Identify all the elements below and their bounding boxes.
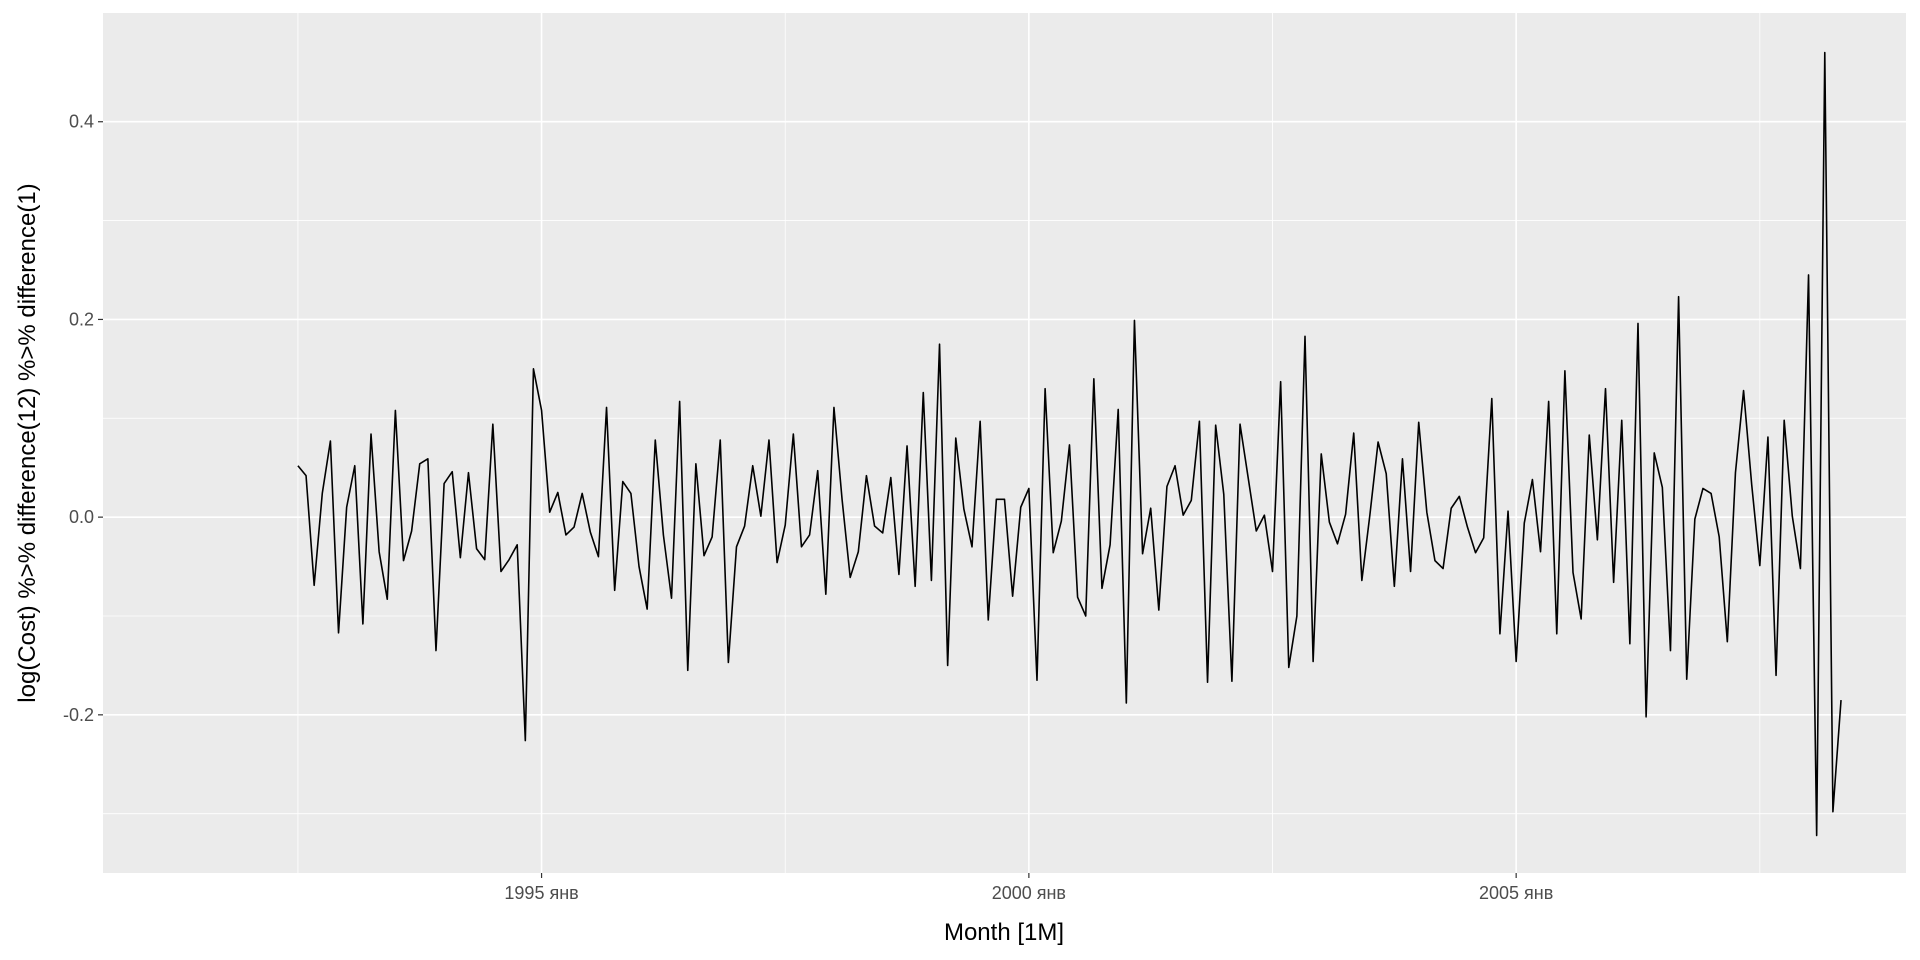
x-axis-title: Month [1M]: [944, 919, 1064, 946]
x-tick-label: 1995 янв: [504, 883, 578, 903]
y-tick-label: -0.2: [63, 705, 94, 725]
minor-gridlines: [103, 13, 1906, 873]
y-axis-title: log(Cost) %>% difference(12) %>% differe…: [14, 183, 41, 702]
x-tick-label: 2005 янв: [1479, 883, 1553, 903]
y-tick-label: 0.0: [69, 507, 94, 527]
series-line: [297, 51, 1842, 837]
x-tick-label: 2000 янв: [992, 883, 1066, 903]
series-layer: [297, 51, 1842, 837]
y-tick-label: 0.4: [69, 112, 94, 132]
x-axis: 1995 янв 2000 янв 2005 янв: [504, 873, 1553, 903]
plot-panel: [103, 13, 1906, 873]
major-gridlines: [103, 13, 1906, 873]
y-tick-label: 0.2: [69, 309, 94, 329]
y-axis: -0.2 0.0 0.2 0.4: [63, 112, 103, 725]
